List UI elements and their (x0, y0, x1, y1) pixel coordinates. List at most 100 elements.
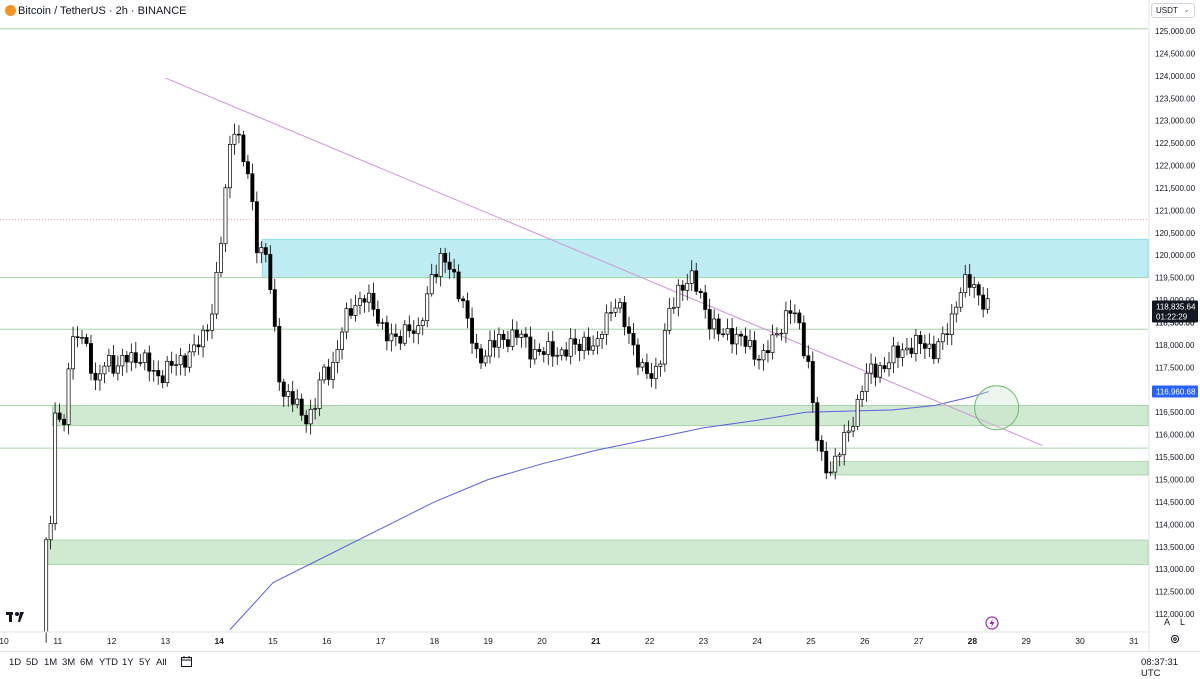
utc-clock[interactable]: 08:37:31 UTC (1141, 657, 1178, 679)
candle-body (456, 271, 461, 300)
candle-body (505, 339, 510, 347)
candle-body (622, 302, 627, 328)
candle-body (120, 354, 125, 367)
candle-body (223, 187, 228, 245)
candle-body (586, 336, 591, 351)
tradingview-logo-icon (6, 612, 24, 622)
range-1d-button[interactable]: 1D (9, 657, 22, 668)
candle-body (434, 274, 439, 277)
candle-body (479, 348, 483, 364)
log-scale-button[interactable]: L (1180, 617, 1186, 627)
candle-body (573, 338, 578, 345)
zone-layer (46, 239, 1149, 566)
candle-body (214, 272, 219, 315)
range-1y-button[interactable]: 1Y (122, 657, 134, 668)
time-tick-label: 25 (806, 636, 816, 646)
candle-body (846, 430, 851, 433)
candle-body (366, 292, 371, 303)
candle-body (349, 308, 353, 316)
candle-body (792, 312, 797, 315)
candle-body (967, 274, 972, 288)
candle-body (488, 340, 492, 357)
candle-body (106, 355, 111, 367)
range-1m-button[interactable]: 1M (44, 657, 58, 668)
range-5y-button[interactable]: 5Y (139, 657, 151, 668)
candle-body (913, 335, 918, 354)
candle-body (631, 332, 636, 346)
trendline-layer (165, 77, 1043, 446)
time-tick-label: 23 (699, 636, 709, 646)
currency-select[interactable]: USDT ⌄ (1151, 3, 1195, 18)
candle-body (887, 362, 891, 370)
price-tick-label: 118,500.00 (1155, 319, 1195, 328)
candle-body (393, 333, 398, 337)
candle-body (245, 161, 250, 175)
time-tick-label: 16 (322, 636, 332, 646)
candle-body (254, 201, 259, 254)
candle-body (546, 341, 551, 355)
candle-body (111, 355, 116, 374)
candle-body (183, 355, 188, 368)
candle-body (420, 320, 425, 326)
range-all-button[interactable]: All (156, 657, 167, 668)
candles-layer (44, 123, 990, 643)
candle-body (313, 408, 318, 410)
candle-body (232, 133, 237, 145)
candle-body (151, 370, 156, 372)
price-tick-label: 120,000.00 (1155, 251, 1196, 260)
candle-body (698, 290, 703, 294)
candle-body (272, 289, 277, 327)
range-ytd-button[interactable]: YTD (99, 657, 118, 668)
candle-body (205, 329, 210, 332)
time-tick-label: 14 (214, 636, 224, 646)
candle-body (949, 313, 954, 335)
candle-body (635, 344, 640, 368)
time-tick-label: 31 (1129, 636, 1139, 646)
candle-body (407, 324, 412, 332)
candle-body (156, 370, 161, 377)
candle-body (124, 354, 129, 363)
bottom-toolbar: 1D 5D 1M 3M 6M YTD 1Y 5Y All 08:37:31 UT… (0, 651, 1200, 679)
range-6m-button[interactable]: 6M (80, 657, 94, 668)
candle-body (671, 306, 676, 309)
candle-body (559, 349, 564, 356)
candle-body (721, 333, 726, 336)
price-tick-label: 113,000.00 (1155, 565, 1195, 574)
candle-body (497, 333, 501, 348)
candle-body (896, 345, 900, 358)
time-tick-label: 12 (107, 636, 117, 646)
candle-body (358, 298, 362, 306)
candle-body (712, 318, 717, 330)
candle-body (281, 381, 286, 397)
candle-body (860, 391, 865, 400)
price-tick-label: 116,000.00 (1155, 431, 1195, 440)
price-tick-label: 115,000.00 (1155, 476, 1195, 485)
candle-body (824, 450, 829, 474)
candle-body (694, 270, 699, 292)
lightning-icon[interactable] (985, 616, 999, 630)
calendar-icon[interactable] (181, 656, 192, 667)
auto-scale-button[interactable]: A (1164, 617, 1171, 627)
price-chart[interactable]: 112,000.00 112,500.00 113,000.00 113,500.00… (0, 0, 1200, 651)
moving-average-line (229, 391, 989, 631)
range-3m-button[interactable]: 3M (62, 657, 76, 668)
candle-body (501, 333, 506, 341)
candle-body (685, 283, 690, 291)
symbol-title[interactable]: Bitcoin / TetherUS · 2h · BINANCE (18, 5, 187, 17)
candle-body (891, 345, 896, 364)
price-tick-label: 125,000.00 (1155, 27, 1196, 36)
candle-body (416, 325, 421, 334)
candle-body (299, 398, 304, 416)
candle-body (851, 426, 856, 432)
candle-body (600, 334, 605, 339)
time-tick-label: 20 (537, 636, 547, 646)
candle-body (452, 269, 457, 273)
candle-body (922, 343, 927, 349)
currency-label: USDT (1156, 6, 1178, 15)
settings-gear-icon[interactable] (1170, 634, 1180, 644)
candle-body (618, 302, 622, 309)
price-tick-label: 112,000.00 (1155, 610, 1195, 619)
price-tick-label: 122,000.00 (1155, 162, 1196, 171)
time-tick-label: 22 (645, 636, 655, 646)
range-5d-button[interactable]: 5D (26, 657, 39, 668)
